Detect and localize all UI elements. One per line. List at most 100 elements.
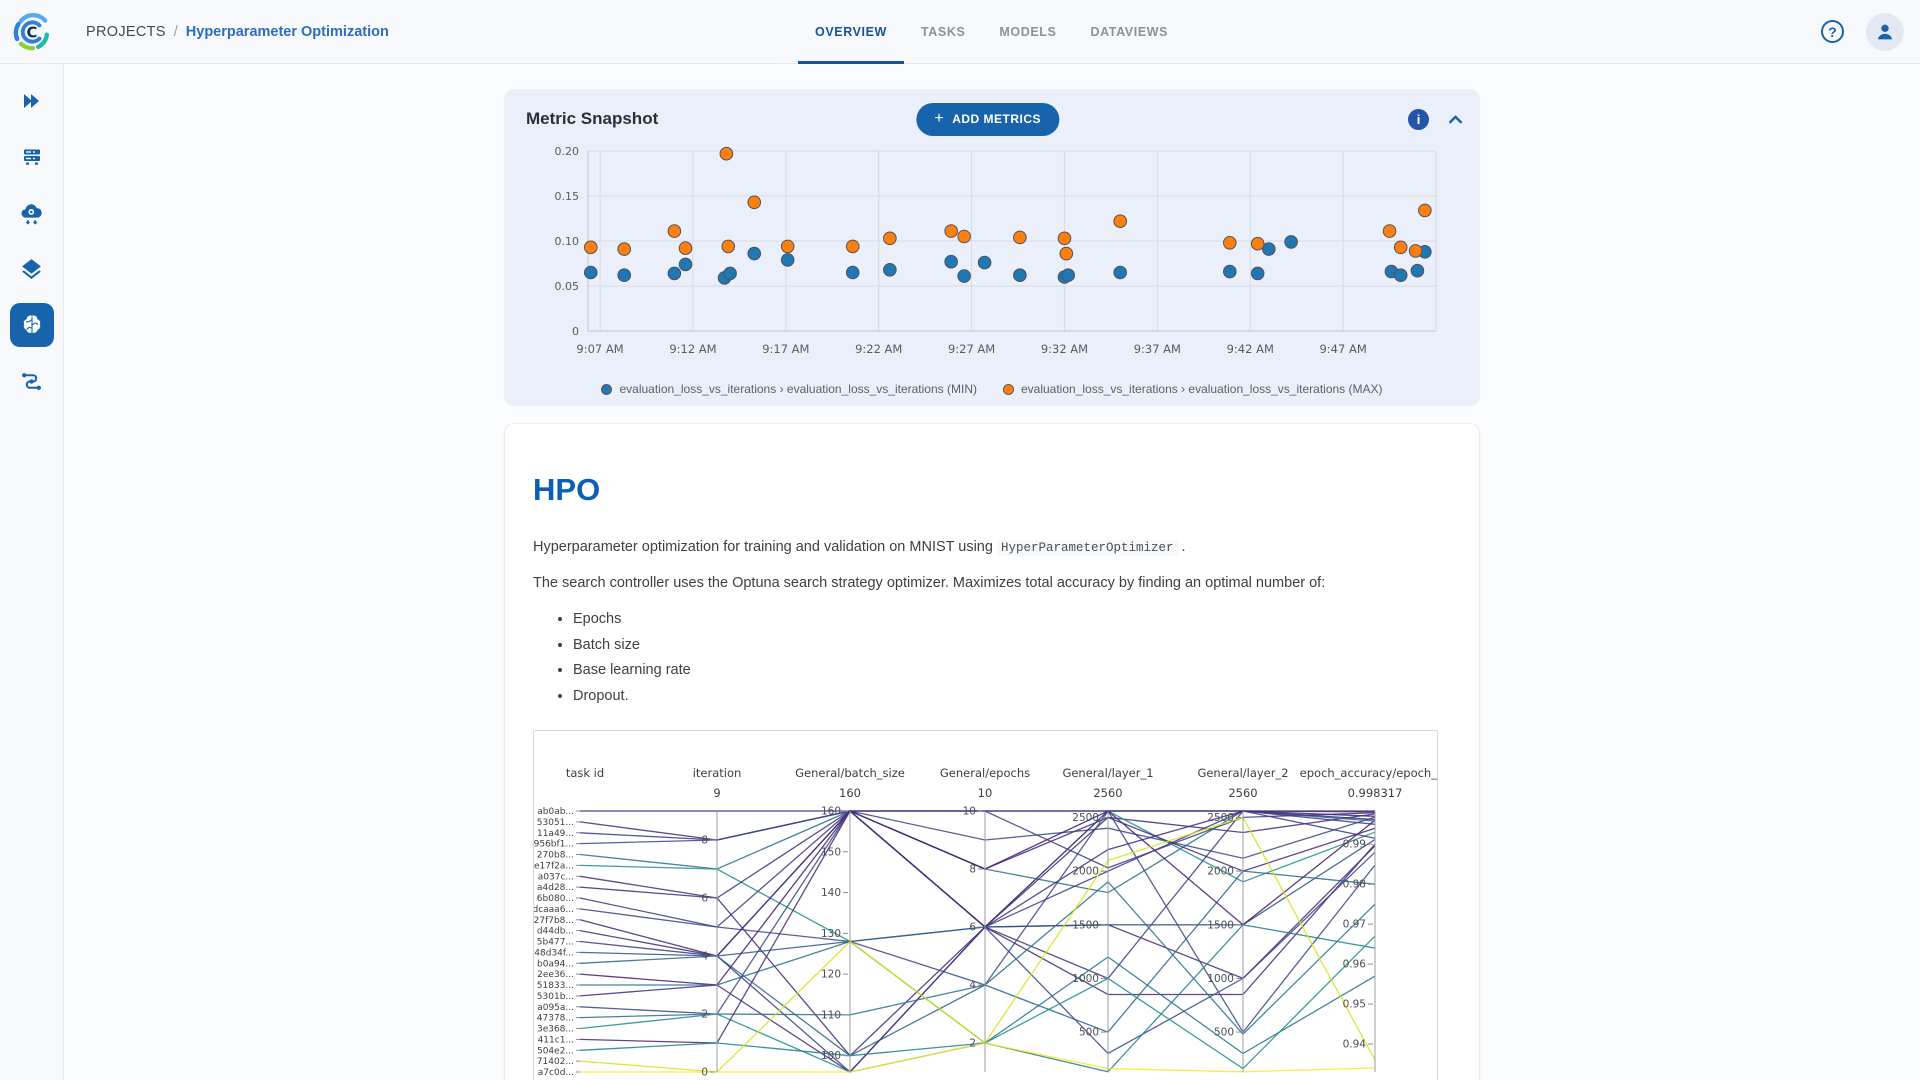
breadcrumb-current-project[interactable]: Hyperparameter Optimization [185, 23, 389, 40]
sidebar-item-pipelines[interactable] [10, 359, 54, 403]
scatter-point[interactable] [667, 224, 682, 238]
topbar-actions: ? [1821, 12, 1920, 51]
clearml-logo[interactable]: C [0, 11, 64, 53]
scatter-point[interactable] [1250, 266, 1265, 281]
parallel-coordinates-chart[interactable]: 0 2 4 6 8 100 110 120 130 140 150 160 2 4 6 8 10 500 1000 1… [534, 731, 1437, 1080]
help-icon[interactable]: ? [1821, 20, 1844, 43]
metric-snapshot-title: Metric Snapshot [526, 109, 659, 128]
sidebar-item-projects[interactable] [10, 79, 54, 123]
scatter-point[interactable] [1284, 235, 1298, 249]
scatter-point[interactable] [678, 241, 693, 255]
legend-item-max[interactable]: evaluation_loss_vs_iterations › evaluati… [1002, 382, 1383, 396]
scatter-point[interactable] [957, 269, 971, 283]
svg-text:4: 4 [969, 979, 976, 991]
tab-dataviews[interactable]: DATAVIEWS [1090, 25, 1169, 39]
legend-item-min[interactable]: evaluation_loss_vs_iterations › evaluati… [601, 382, 977, 396]
scatter-point[interactable] [1382, 224, 1397, 238]
svg-text:1500: 1500 [1207, 919, 1234, 931]
scatter-point[interactable] [667, 266, 682, 281]
svg-text:2: 2 [701, 1008, 708, 1020]
scatter-point[interactable] [1013, 230, 1027, 245]
sidebar-item-datasets[interactable] [10, 247, 54, 291]
scatter-point[interactable] [1408, 244, 1423, 258]
svg-text:0.96: 0.96 [1343, 959, 1367, 971]
scatter-point[interactable] [678, 257, 693, 272]
tab-overview[interactable]: OVERVIEW [798, 0, 904, 64]
breadcrumb-projects-link[interactable]: PROJECTS [86, 23, 166, 40]
scatter-point[interactable] [1013, 268, 1027, 282]
svg-text:General/batch_size: General/batch_size [795, 766, 905, 780]
scatter-point[interactable] [1393, 240, 1408, 255]
parcoords-line[interactable] [579, 810, 1376, 1073]
scatter-point[interactable] [1262, 242, 1276, 256]
svg-text:9:32 AM: 9:32 AM [1041, 342, 1088, 356]
task-id-label: 48d34f... [534, 948, 574, 958]
scatter-point[interactable] [780, 239, 795, 254]
parcoords-line[interactable] [579, 816, 1376, 1073]
svg-text:epoch_accuracy/epoch_ac: epoch_accuracy/epoch_ac [1300, 766, 1437, 780]
scatter-point[interactable] [780, 253, 795, 267]
parcoords-line[interactable] [579, 809, 1376, 1034]
parcoords-line[interactable] [579, 810, 1376, 869]
parcoords-line[interactable] [579, 924, 1376, 1073]
scatter-point[interactable] [719, 146, 734, 161]
scatter-point[interactable] [1418, 203, 1432, 218]
scatter-point[interactable] [1393, 268, 1408, 282]
scatter-point[interactable] [845, 265, 860, 280]
parcoords-line[interactable] [579, 870, 1376, 1057]
scatter-point[interactable] [1250, 236, 1265, 251]
tab-models[interactable]: MODELS [999, 25, 1057, 39]
tab-tasks[interactable]: TASKS [920, 25, 966, 39]
parcoords-line[interactable] [579, 838, 1376, 957]
scatter-point[interactable] [1223, 264, 1237, 279]
task-id-label: e17f2a... [534, 861, 574, 871]
parcoords-line[interactable] [579, 810, 1376, 859]
sidebar-item-workers-queues[interactable] [10, 135, 54, 179]
svg-text:9: 9 [713, 786, 720, 800]
parcoords-line[interactable] [579, 816, 1376, 1073]
scatter-point[interactable] [617, 242, 632, 256]
collapse-panel-button[interactable] [1447, 111, 1464, 128]
task-id-label: 53051... [537, 818, 574, 828]
parcoords-line[interactable] [580, 1042, 1376, 1073]
scatter-point[interactable] [944, 254, 958, 269]
scatter-point[interactable] [1057, 231, 1072, 246]
parcoords-line[interactable] [579, 810, 1376, 894]
scatter-point[interactable] [583, 265, 598, 280]
plus-icon: + [934, 110, 945, 127]
scatter-point[interactable] [617, 268, 632, 282]
sidebar-item-applications[interactable] [10, 191, 54, 235]
add-metrics-button[interactable]: + ADD METRICS [916, 102, 1060, 136]
parcoords-line[interactable] [579, 880, 1376, 1036]
scatter-point[interactable] [1061, 268, 1075, 282]
svg-text:1000: 1000 [1207, 973, 1234, 985]
task-id-label: 6b080... [537, 894, 574, 904]
scatter-point[interactable] [883, 231, 897, 246]
sidebar-item-hpo-app[interactable] [9, 303, 54, 347]
scatter-point[interactable] [883, 263, 897, 277]
metric-snapshot-scatter-chart[interactable]: 0 0.05 0.10 0.15 0.20 9:07 AM 9:12 AM 9:17 AM 9:… [504, 143, 1480, 371]
info-icon[interactable]: i [1408, 108, 1429, 130]
scatter-point[interactable] [721, 239, 736, 254]
parcoords-line[interactable] [579, 809, 1376, 1055]
svg-text:9:27 AM: 9:27 AM [948, 342, 995, 356]
scatter-point[interactable] [1113, 265, 1128, 280]
scatter-point[interactable] [1059, 246, 1074, 261]
scatter-point[interactable] [977, 255, 992, 270]
scatter-point[interactable] [1113, 214, 1128, 228]
scatter-point[interactable] [845, 239, 860, 254]
scatter-point[interactable] [747, 246, 762, 261]
metric-snapshot-header: Metric Snapshot + ADD METRICS i [504, 89, 1480, 143]
user-avatar[interactable] [1866, 12, 1904, 51]
scatter-point[interactable] [583, 240, 598, 255]
scatter-point[interactable] [1410, 263, 1425, 278]
scatter-point[interactable] [723, 266, 737, 281]
scatter-point[interactable] [1223, 236, 1237, 250]
scatter-point[interactable] [944, 224, 958, 238]
svg-text:110: 110 [821, 1009, 841, 1021]
svg-text:130: 130 [821, 928, 841, 940]
svg-text:10: 10 [978, 786, 993, 800]
task-id-label: a4d28... [537, 883, 574, 893]
scatter-point[interactable] [957, 229, 971, 244]
scatter-point[interactable] [747, 195, 762, 210]
